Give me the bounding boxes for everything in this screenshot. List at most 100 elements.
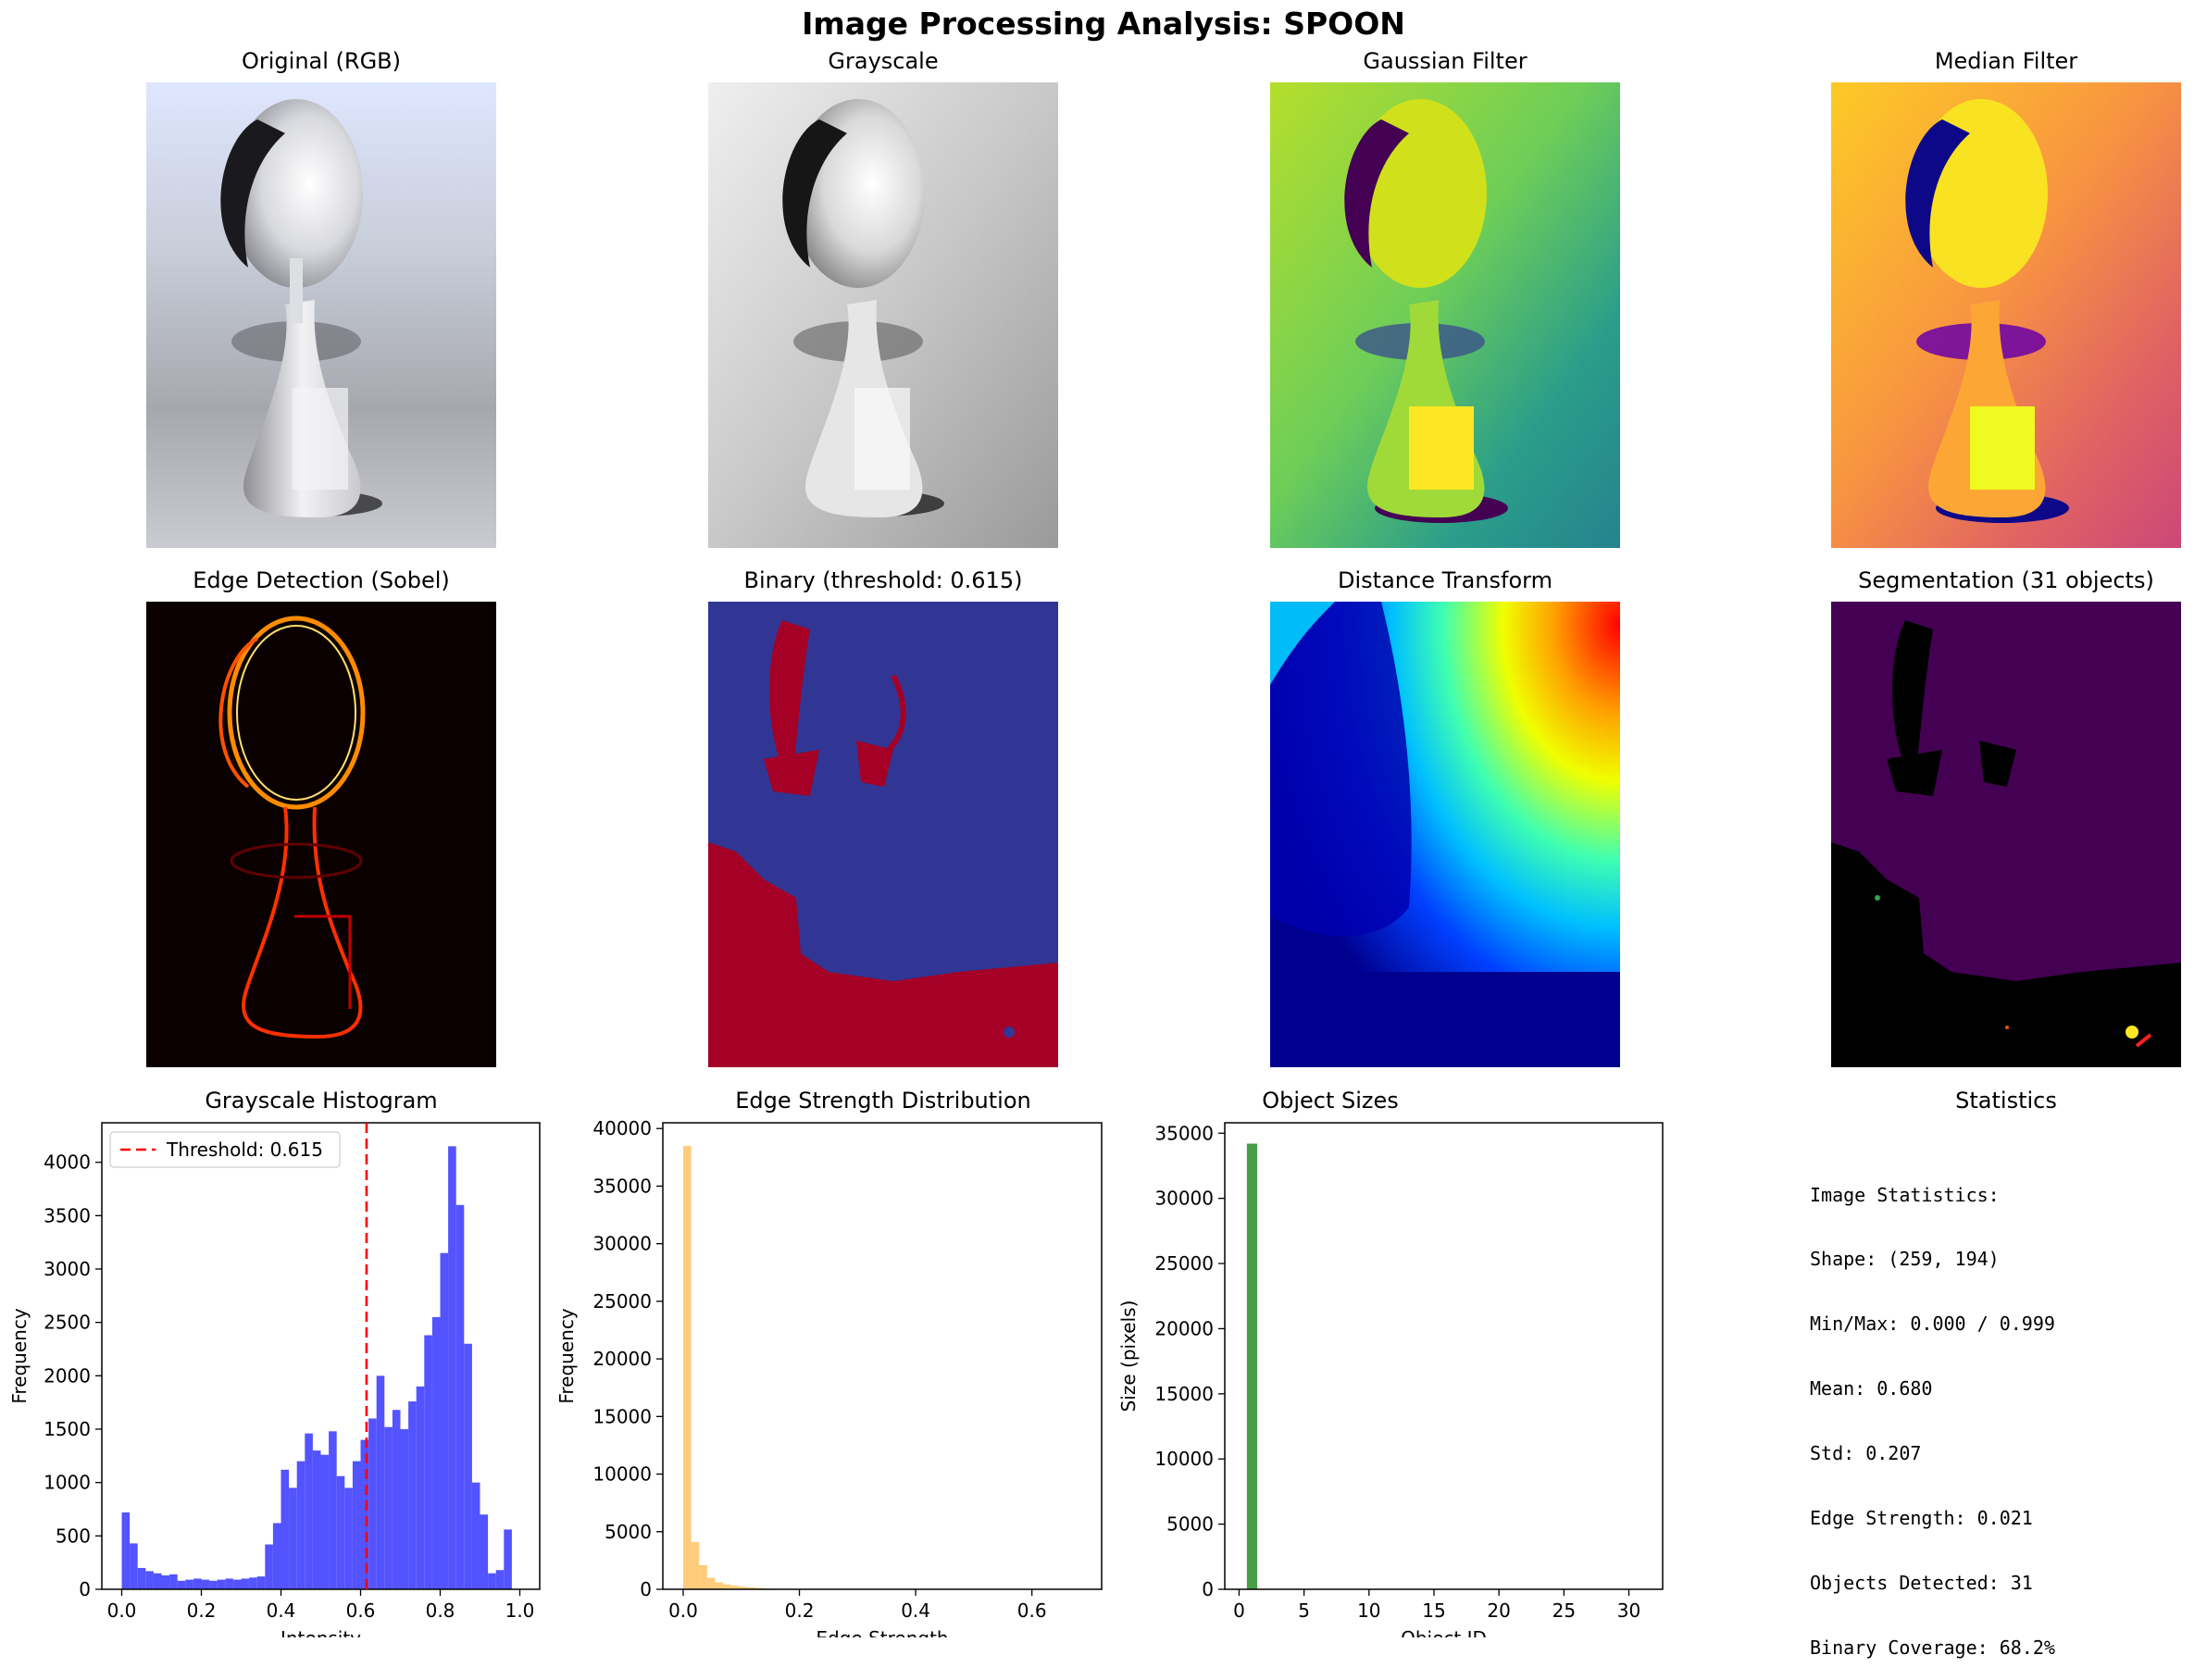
distance-image xyxy=(1270,602,1620,1067)
histogram-bar xyxy=(281,1470,290,1589)
histogram-bar xyxy=(265,1545,273,1589)
histogram-bar xyxy=(257,1576,266,1589)
x-tick-label: 0.0 xyxy=(107,1599,137,1622)
histogram-bar xyxy=(472,1483,480,1589)
y-tick-label: 0 xyxy=(1202,1578,1214,1600)
y-tick-label: 1000 xyxy=(44,1472,91,1494)
histogram-bar xyxy=(771,1588,779,1589)
stats-coverage: Binary Coverage: 68.2% xyxy=(1810,1637,2055,1659)
x-tick-label: 0.2 xyxy=(785,1599,815,1622)
axes-frame xyxy=(1225,1123,1663,1589)
x-tick-label: 20 xyxy=(1487,1599,1510,1622)
histogram-bar xyxy=(747,1587,755,1589)
histogram-bar xyxy=(456,1205,465,1589)
y-tick-label: 1500 xyxy=(44,1418,91,1440)
stats-objects: Objects Detected: 31 xyxy=(1810,1573,2055,1594)
stats-shape: Shape: (259, 194) xyxy=(1810,1249,2055,1270)
histogram-bar xyxy=(321,1455,330,1589)
x-axis-label: Object ID xyxy=(1401,1627,1487,1637)
histogram-bar xyxy=(329,1431,337,1589)
panel-title-edge: Edge Detection (Sobel) xyxy=(111,567,531,593)
x-tick-label: 1.0 xyxy=(505,1599,535,1622)
histogram-bar xyxy=(368,1418,377,1589)
y-tick-label: 20000 xyxy=(1154,1317,1214,1339)
histogram-bar xyxy=(417,1387,425,1589)
y-axis-label: Frequency xyxy=(555,1308,578,1403)
panel-title-segmentation: Segmentation (31 objects) xyxy=(1796,567,2207,593)
histogram-bar xyxy=(408,1401,417,1589)
x-tick-label: 0.4 xyxy=(267,1599,296,1622)
x-tick-label: 15 xyxy=(1422,1599,1445,1622)
histogram-bar xyxy=(162,1575,170,1589)
median-image xyxy=(1831,82,2181,548)
histogram-bar xyxy=(145,1571,154,1589)
histogram-bar xyxy=(401,1429,409,1589)
histogram-bar xyxy=(344,1487,353,1589)
panel-title-grayscale: Grayscale xyxy=(708,48,1058,74)
y-tick-label: 0 xyxy=(79,1578,91,1600)
x-tick-label: 0.6 xyxy=(346,1599,376,1622)
chart-title-object-sizes: Object Sizes xyxy=(1120,1088,1540,1114)
histogram-bar xyxy=(739,1587,747,1589)
segmentation-image xyxy=(1831,602,2181,1067)
y-tick-label: 35000 xyxy=(592,1175,652,1197)
histogram-bar xyxy=(289,1487,297,1589)
histogram-bar xyxy=(193,1578,202,1589)
histogram-bar xyxy=(699,1565,707,1589)
histogram-bar xyxy=(337,1476,345,1589)
histogram-bar xyxy=(185,1580,193,1589)
histogram-bar xyxy=(353,1462,361,1589)
x-tick-label: 0.0 xyxy=(668,1599,698,1622)
y-tick-label: 4000 xyxy=(44,1151,91,1174)
histogram-bar xyxy=(480,1514,489,1589)
y-tick-label: 3500 xyxy=(44,1204,91,1226)
stats-mean: Mean: 0.680 xyxy=(1810,1378,2055,1400)
histogram-bar xyxy=(432,1317,441,1589)
y-tick-label: 25000 xyxy=(1154,1252,1214,1275)
histogram-bar xyxy=(154,1574,162,1589)
histogram-bar xyxy=(393,1410,401,1589)
y-tick-label: 30000 xyxy=(1154,1188,1214,1210)
chart-title-edge-strength: Edge Strength Distribution xyxy=(673,1088,1093,1114)
histogram-bar xyxy=(122,1512,131,1589)
histogram-bar xyxy=(731,1586,740,1589)
histogram-bar xyxy=(233,1580,242,1589)
histogram-bar xyxy=(707,1578,716,1589)
y-tick-label: 2000 xyxy=(44,1364,91,1387)
y-tick-label: 15000 xyxy=(592,1405,652,1427)
histogram-bar xyxy=(683,1146,692,1589)
histogram-bar xyxy=(754,1588,763,1589)
histogram-bar xyxy=(723,1585,731,1589)
x-tick-label: 0.6 xyxy=(1017,1599,1047,1622)
chart-title-histogram: Grayscale Histogram xyxy=(111,1088,531,1114)
histogram-bar xyxy=(384,1427,393,1589)
y-tick-label: 0 xyxy=(640,1578,652,1600)
x-axis-label: Edge Strength xyxy=(816,1627,948,1637)
figure-title: Image Processing Analysis: SPOON xyxy=(0,6,2207,42)
y-axis-label: Size (pixels) xyxy=(1117,1300,1140,1412)
panel-title-distance: Distance Transform xyxy=(1235,567,1655,593)
y-tick-label: 30000 xyxy=(592,1233,652,1255)
x-tick-label: 10 xyxy=(1357,1599,1380,1622)
grayscale-image xyxy=(708,82,1058,548)
x-tick-label: 0.2 xyxy=(187,1599,217,1622)
histogram-bar xyxy=(488,1574,496,1589)
y-tick-label: 35000 xyxy=(1154,1122,1214,1144)
object-size-bar xyxy=(1247,1144,1257,1589)
statistics-text: Image Statistics: Shape: (259, 194) Min/… xyxy=(1810,1141,2055,1680)
stats-edge-strength: Edge Strength: 0.021 xyxy=(1810,1508,2055,1529)
histogram-bar xyxy=(202,1580,210,1589)
stats-std: Std: 0.207 xyxy=(1810,1443,2055,1464)
histogram-bar xyxy=(496,1570,505,1589)
histogram-bar xyxy=(361,1440,369,1589)
x-tick-label: 5 xyxy=(1298,1599,1310,1622)
y-tick-label: 10000 xyxy=(592,1463,652,1486)
histogram-bar xyxy=(313,1450,321,1589)
panel-title-gaussian: Gaussian Filter xyxy=(1270,48,1620,74)
y-tick-label: 25000 xyxy=(592,1290,652,1313)
histogram-bar xyxy=(424,1336,432,1589)
histogram-bar xyxy=(218,1580,226,1589)
histogram-bar xyxy=(138,1568,146,1589)
histogram-bar xyxy=(448,1146,456,1589)
histogram-bar xyxy=(249,1577,257,1589)
